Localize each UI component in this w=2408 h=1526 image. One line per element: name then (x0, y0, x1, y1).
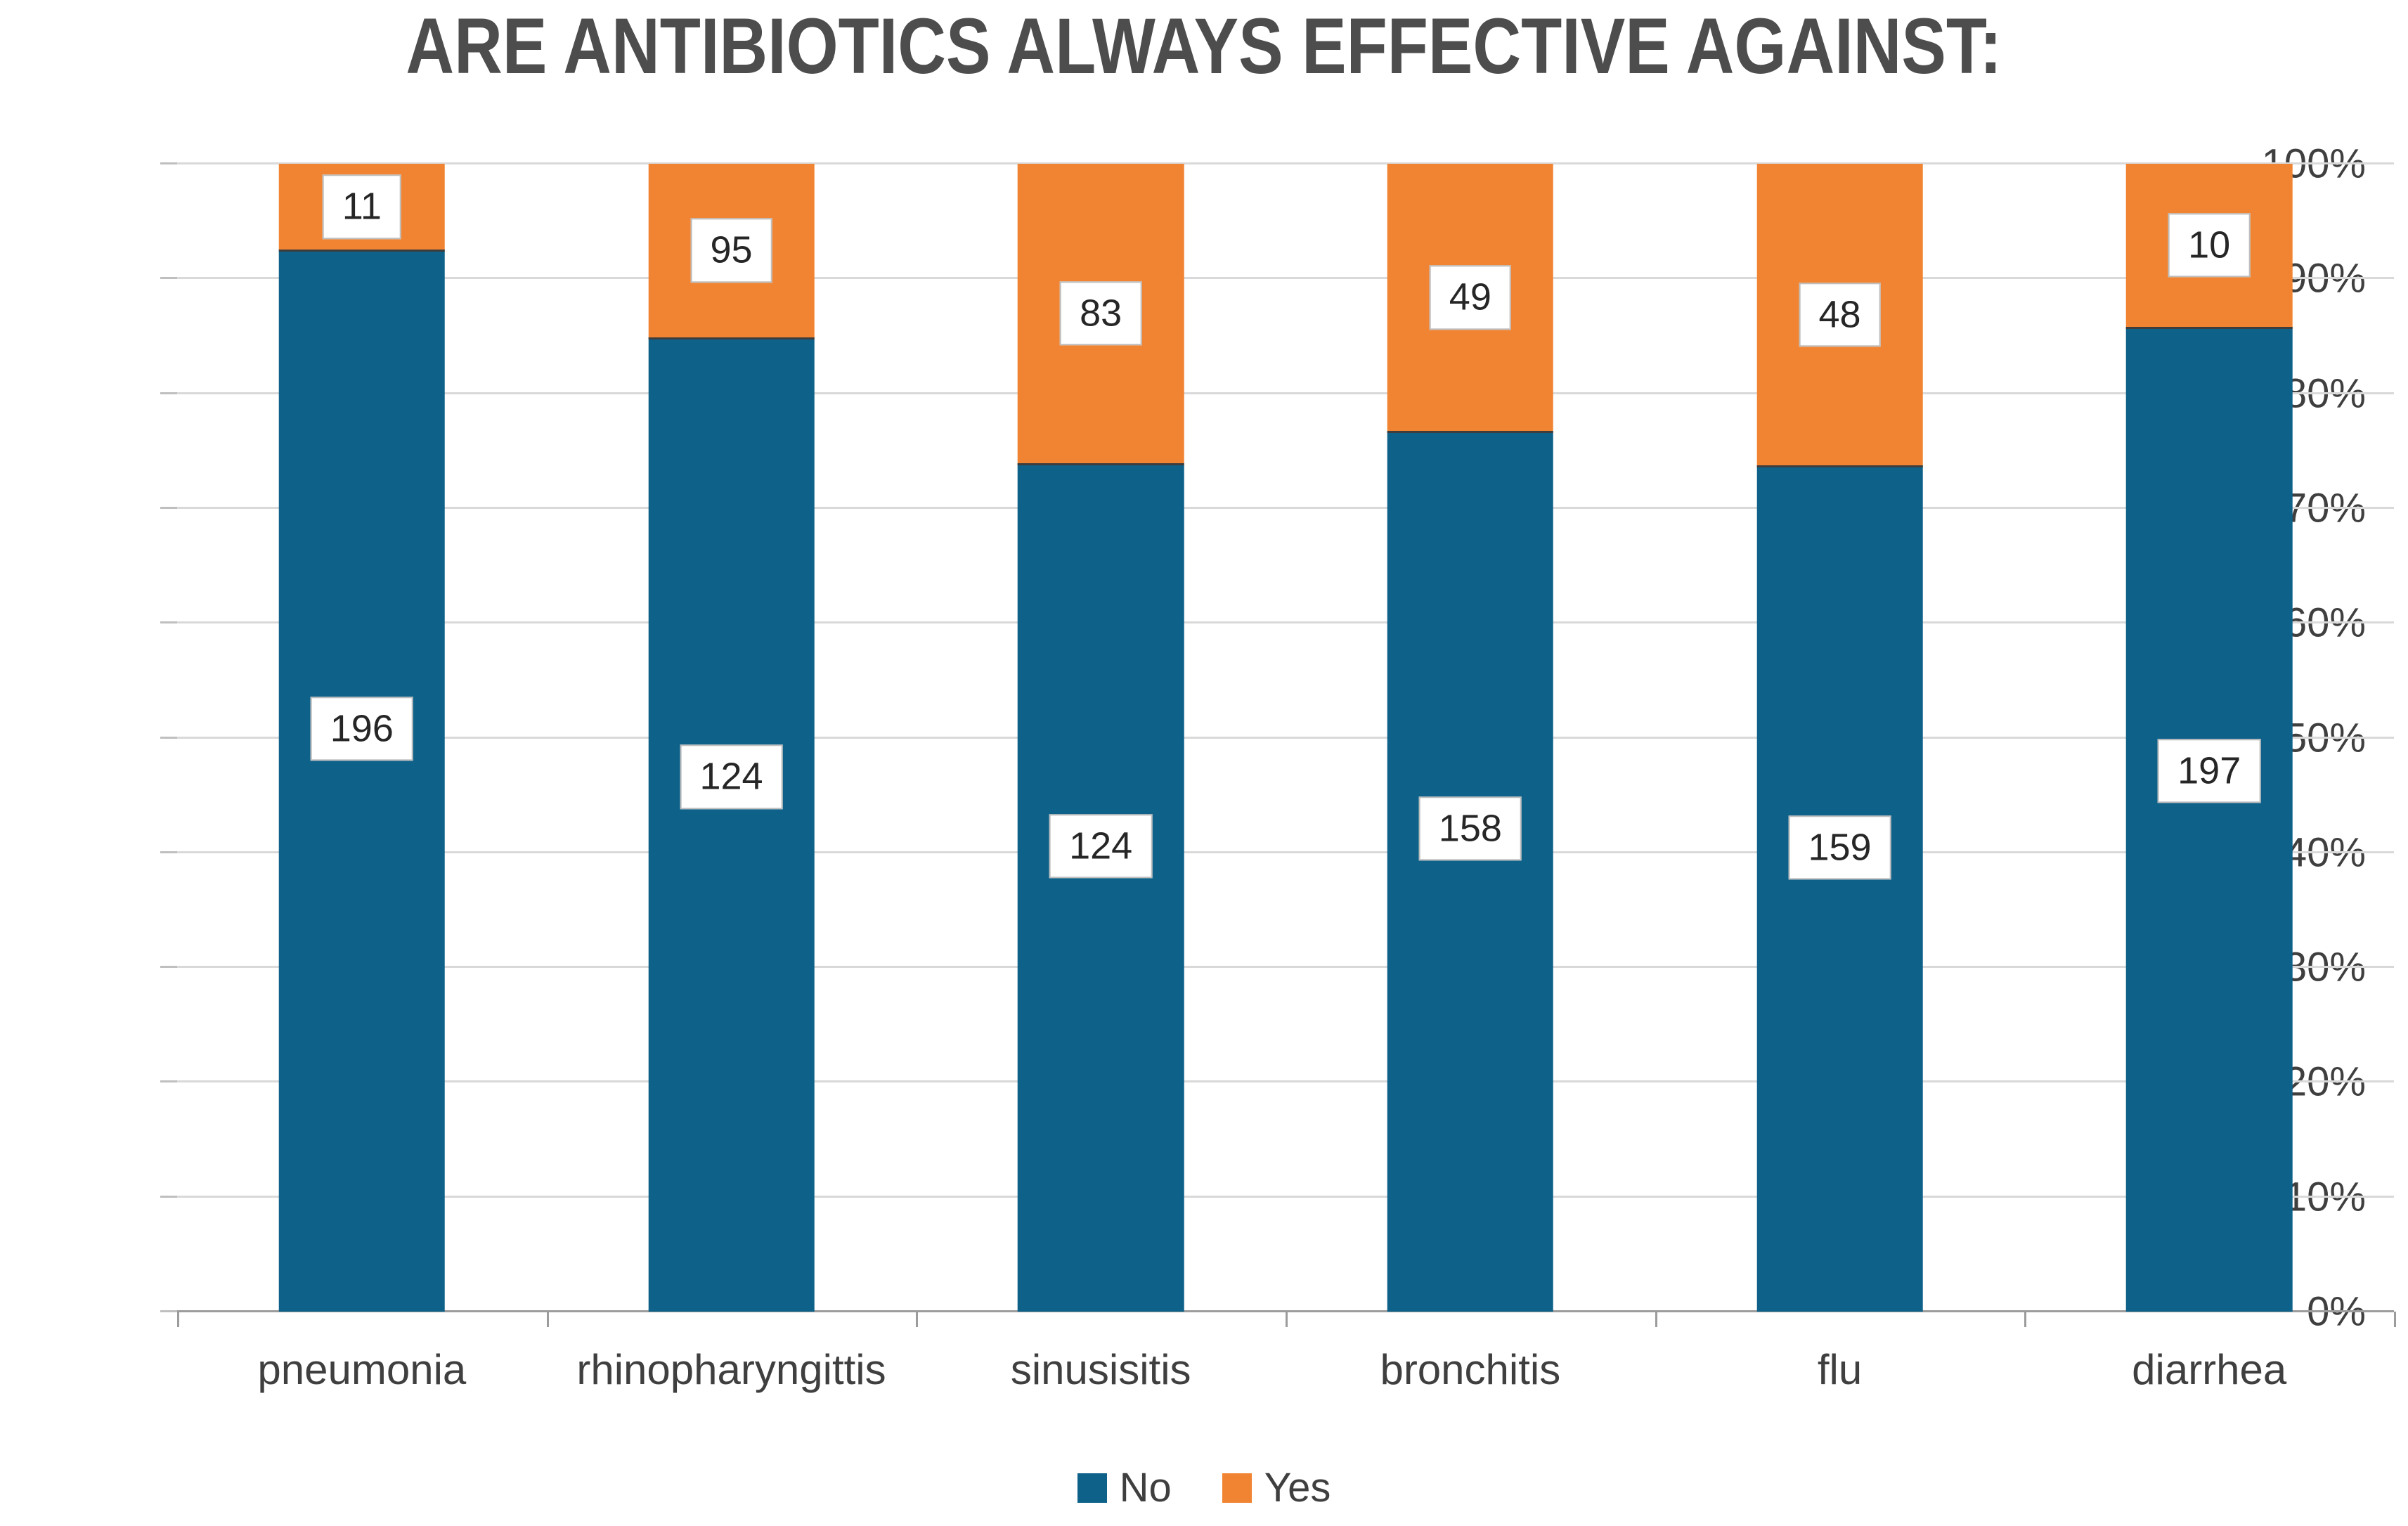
x-axis-category-label: flu (1817, 1346, 1863, 1393)
gridline (177, 851, 2394, 853)
data-label-yes: 95 (690, 218, 772, 283)
x-axis-ticks (177, 1312, 2396, 1327)
stacked-bar: 83 124 (1017, 164, 1184, 1312)
legend: No Yes (0, 1464, 2408, 1511)
y-axis-tick-mark (160, 277, 177, 280)
bar-column-flu: 48 159 flu (1655, 164, 2025, 1393)
x-axis-tick-mark (1655, 1312, 1657, 1327)
bar-column-sinusisitis: 83 124 sinusisitis (916, 164, 1286, 1393)
bar-column-bronchitis: 49 158 bronchitis (1286, 164, 1655, 1393)
legend-label-no: No (1119, 1465, 1172, 1511)
bar-column-pneumonia: 11 196 pneumonia (177, 164, 547, 1393)
data-label-yes: 83 (1060, 281, 1142, 346)
gridline (177, 736, 2394, 739)
segment-yes: 48 (1756, 164, 1923, 466)
y-axis-tick-mark (160, 162, 177, 164)
segment-no: 124 (1017, 463, 1184, 1312)
y-axis-tick-mark (160, 392, 177, 394)
legend-label-yes: Yes (1264, 1465, 1331, 1511)
y-axis-tick-mark (160, 851, 177, 853)
chart-title: ARE ANTIBIOTICS ALWAYS EFFECTIVE AGAINST… (406, 2, 2002, 90)
segment-no: 124 (648, 337, 815, 1312)
bar-column-rhinopharyngittis: 95 124 rhinopharyngittis (547, 164, 917, 1393)
bar-column-diarrhea: 10 197 diarrhea (2024, 164, 2394, 1393)
gridline (177, 1080, 2394, 1083)
data-label-no: 124 (680, 744, 783, 809)
plot-area: 100% 90% 80% 70% 60% 50% (160, 141, 2396, 1393)
segment-no: 197 (2125, 326, 2293, 1312)
stacked-bar: 95 124 (648, 164, 815, 1312)
data-label-yes: 48 (1799, 283, 1881, 347)
gridline (177, 162, 2394, 164)
legend-item-yes: Yes (1222, 1464, 1331, 1511)
x-axis-category-label: rhinopharyngittis (576, 1346, 886, 1393)
bar-columns: 11 196 pneumonia 95 124 rhino (177, 164, 2394, 1393)
segment-no: 159 (1756, 465, 1923, 1312)
x-axis-tick-mark (546, 1312, 549, 1327)
x-axis-tick-mark (916, 1312, 919, 1327)
gridline (177, 1195, 2394, 1198)
legend-item-no: No (1077, 1464, 1172, 1511)
data-label-yes: 49 (1429, 265, 1511, 330)
gridline (177, 621, 2394, 624)
data-label-no: 124 (1049, 814, 1153, 879)
gridline (177, 506, 2394, 509)
segment-yes: 11 (278, 164, 446, 250)
y-axis-tick-mark (160, 506, 177, 509)
x-axis-category-label: bronchitis (1380, 1346, 1561, 1393)
data-label-no: 158 (1418, 796, 1522, 861)
data-label-no: 196 (310, 697, 413, 761)
gridline (177, 966, 2394, 969)
x-axis-line (177, 1310, 2394, 1312)
x-axis-category-label: pneumonia (257, 1346, 467, 1393)
data-label-no: 159 (1788, 815, 1891, 880)
legend-swatch-yes (1222, 1473, 1252, 1503)
gridline (177, 392, 2394, 394)
x-axis-tick-mark (2024, 1312, 2027, 1327)
legend-swatch-no (1077, 1473, 1107, 1503)
y-axis-tick-mark (160, 1310, 177, 1312)
stacked-bar: 10 197 (2125, 164, 2293, 1312)
segment-no: 196 (278, 250, 446, 1312)
segment-yes: 49 (1387, 164, 1554, 432)
x-axis-tick-mark (177, 1312, 179, 1327)
chart-title-wrap: ARE ANTIBIOTICS ALWAYS EFFECTIVE AGAINST… (0, 7, 2408, 86)
segment-yes: 95 (648, 164, 815, 337)
y-axis-tick-mark (160, 1195, 177, 1198)
y-axis-tick-mark (160, 621, 177, 624)
stacked-bar: 48 159 (1756, 164, 1923, 1312)
segment-no: 158 (1387, 431, 1554, 1312)
stacked-bar: 11 196 (278, 164, 446, 1312)
y-axis-tick-mark (160, 1080, 177, 1083)
x-axis-category-label: sinusisitis (1010, 1346, 1191, 1393)
data-label-yes: 11 (322, 174, 401, 239)
x-axis-category-label: diarrhea (2132, 1346, 2287, 1393)
x-axis-tick-mark (1286, 1312, 1288, 1327)
segment-yes: 83 (1017, 164, 1184, 464)
data-label-yes: 10 (2168, 213, 2251, 278)
y-axis-tick-mark (160, 736, 177, 739)
stacked-bar: 49 158 (1387, 164, 1554, 1312)
data-label-no: 197 (2158, 739, 2261, 803)
x-axis-tick-mark (2394, 1312, 2396, 1327)
y-axis-tick-mark (160, 966, 177, 969)
gridline (177, 277, 2394, 280)
segment-yes: 10 (2125, 164, 2293, 327)
